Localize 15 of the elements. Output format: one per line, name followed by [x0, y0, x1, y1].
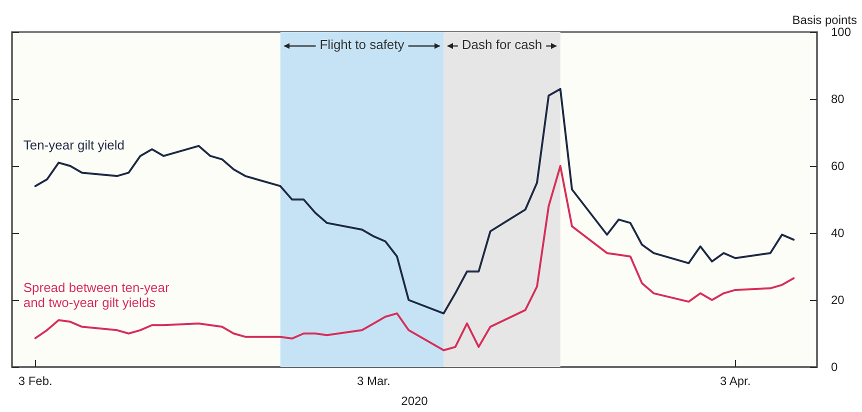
band-label: Flight to safety	[320, 37, 405, 52]
y-tick-label: 0	[831, 360, 838, 374]
y-tick-label: 20	[831, 293, 845, 307]
series-label: Spread between ten-year and two-year gilt yields	[23, 280, 170, 310]
x-tick-label: 3 Apr.	[720, 374, 751, 388]
band-label: Dash for cash	[462, 37, 542, 52]
x-tick-label: 3 Feb.	[18, 374, 52, 388]
y-axis-title: Basis points	[792, 13, 857, 27]
x-axis-title: 2020	[401, 394, 428, 408]
y-tick-label: 60	[831, 159, 845, 173]
x-tick-label: 3 Mar.	[356, 374, 390, 388]
series-label: Ten-year gilt yield	[23, 138, 124, 153]
y-tick-label: 80	[831, 92, 845, 106]
y-tick-label: 100	[831, 25, 852, 39]
y-tick-label: 40	[831, 226, 845, 240]
